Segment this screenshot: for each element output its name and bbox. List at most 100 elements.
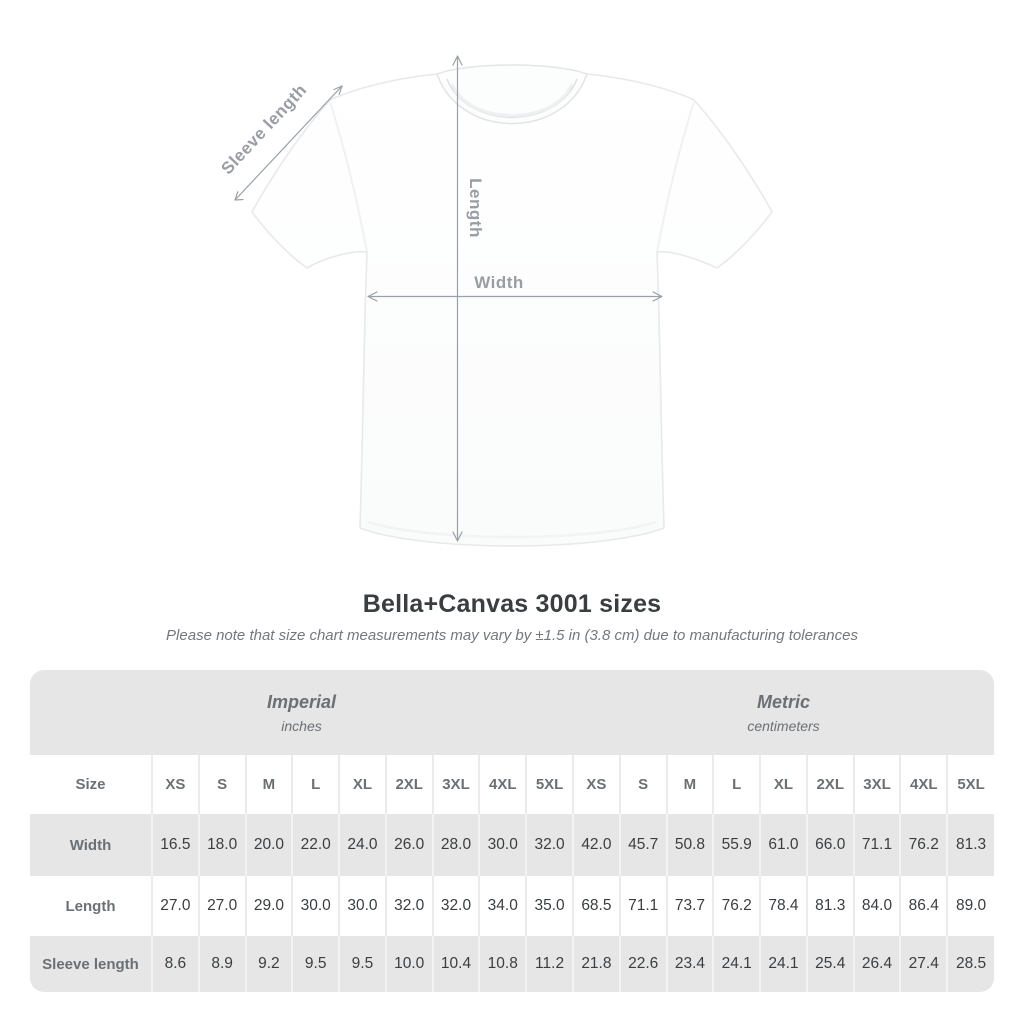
width-imperial-3xl: 28.0 <box>431 814 480 876</box>
width-imperial-4xl: 30.0 <box>478 814 527 876</box>
metric-label: Metric <box>757 691 811 712</box>
length-imperial-l: 30.0 <box>291 876 340 936</box>
size-column-header: Size <box>75 776 106 793</box>
length-imperial-m: 29.0 <box>244 876 293 936</box>
length-dimension-label: Length <box>466 178 485 238</box>
size-head-metric-s: S <box>618 755 667 814</box>
imperial-unit-label: inches <box>281 717 322 734</box>
length-metric-m: 73.7 <box>665 876 714 936</box>
tshirt-body <box>251 73 773 547</box>
page-subtitle: Please note that size chart measurements… <box>166 627 858 644</box>
width-imperial-5xl: 32.0 <box>525 814 574 876</box>
sleeve-imperial-5xl: 11.2 <box>525 936 574 992</box>
width-imperial-m: 20.0 <box>244 814 293 876</box>
size-head-imperial-s: S <box>197 755 246 814</box>
width-row-label: Width <box>30 814 152 876</box>
length-imperial-2xl: 32.0 <box>384 876 433 936</box>
tshirt-illustration: Length Width Sleeve length <box>217 55 773 547</box>
size-head-imperial-xs: XS <box>151 755 199 814</box>
width-metric-xs: 42.0 <box>572 814 620 876</box>
size-head-imperial-2xl: 2XL <box>384 755 433 814</box>
page-title: Bella+Canvas 3001 sizes <box>362 590 662 618</box>
width-imperial-xs: 16.5 <box>151 814 199 876</box>
length-row-label: Length <box>65 897 116 915</box>
width-metric-l: 55.9 <box>712 814 761 876</box>
unit-group-row: Imperial inches Metric centimeters <box>30 670 994 755</box>
sleeve-imperial-xl: 9.5 <box>338 936 386 992</box>
length-imperial-s: 27.0 <box>197 876 246 936</box>
sleeve-row-label: Sleeve length <box>30 936 152 992</box>
length-imperial-4xl: 34.0 <box>478 876 527 936</box>
width-metric-5xl: 81.3 <box>946 814 994 876</box>
sleeve-metric-xs: 21.8 <box>572 936 620 992</box>
length-imperial-xl: 30.0 <box>338 876 386 936</box>
tshirt-right-seam <box>656 101 695 253</box>
sleeve-metric-3xl: 26.4 <box>852 936 901 992</box>
metric-unit-label: centimeters <box>747 717 820 734</box>
sleeve-metric-5xl: 28.5 <box>946 936 994 992</box>
length-arrow-top <box>452 55 463 66</box>
size-head-metric-xl: XL <box>759 755 807 814</box>
size-head-metric-4xl: 4XL <box>899 755 948 814</box>
size-head-metric-xs: XS <box>572 755 620 814</box>
tshirt-collar-shadow <box>450 83 574 117</box>
length-metric-xs: 68.5 <box>572 876 620 936</box>
sleeve-imperial-4xl: 10.8 <box>478 936 527 992</box>
imperial-group-header: Imperial inches <box>30 670 574 755</box>
imperial-label: Imperial <box>266 691 337 712</box>
length-metric-4xl: 86.4 <box>899 876 948 936</box>
width-imperial-xl: 24.0 <box>338 814 386 876</box>
width-metric-m: 50.8 <box>665 814 714 876</box>
width-metric-xl: 61.0 <box>759 814 807 876</box>
width-metric-4xl: 76.2 <box>899 814 948 876</box>
sleeve-metric-l: 24.1 <box>712 936 761 992</box>
sleeve-dimension-line <box>234 85 343 201</box>
length-metric-xl: 78.4 <box>759 876 807 936</box>
size-table: Imperial inches Metric centimeters Size … <box>30 670 994 992</box>
sleeve-arrow-top <box>333 85 343 95</box>
size-head-imperial-l: L <box>291 755 340 814</box>
sleeve-metric-xl: 24.1 <box>759 936 807 992</box>
metric-group-header: Metric centimeters <box>573 670 994 755</box>
tshirt-hem-shadow <box>367 520 657 539</box>
size-head-imperial-3xl: 3XL <box>431 755 480 814</box>
size-head-imperial-xl: XL <box>338 755 386 814</box>
width-metric-s: 45.7 <box>618 814 667 876</box>
length-arrow-bottom <box>452 531 463 542</box>
tshirt-left-seam <box>329 101 368 253</box>
length-imperial-5xl: 35.0 <box>525 876 574 936</box>
sleeve-metric-s: 22.6 <box>618 936 667 992</box>
size-head-imperial-m: M <box>244 755 293 814</box>
sleeve-metric-m: 23.4 <box>665 936 714 992</box>
length-metric-l: 76.2 <box>712 876 761 936</box>
title-block: Bella+Canvas 3001 sizes Please note that… <box>0 590 1024 644</box>
length-imperial-3xl: 32.0 <box>431 876 480 936</box>
width-imperial-s: 18.0 <box>197 814 246 876</box>
length-metric-2xl: 81.3 <box>805 876 854 936</box>
width-arrow-right <box>652 291 663 302</box>
sleeve-imperial-2xl: 10.0 <box>384 936 433 992</box>
width-imperial-2xl: 26.0 <box>384 814 433 876</box>
size-head-metric-l: L <box>712 755 761 814</box>
size-head-imperial-5xl: 5XL <box>525 755 574 814</box>
length-imperial-xs: 27.0 <box>151 876 199 936</box>
sleeve-length-row: Sleeve length 8.6 8.9 9.2 9.5 9.5 10.0 1… <box>30 936 994 992</box>
sleeve-imperial-s: 8.9 <box>197 936 246 992</box>
size-head-metric-3xl: 3XL <box>852 755 901 814</box>
width-metric-3xl: 71.1 <box>852 814 901 876</box>
sleeve-imperial-3xl: 10.4 <box>431 936 480 992</box>
length-metric-s: 71.1 <box>618 876 667 936</box>
length-metric-5xl: 89.0 <box>946 876 994 936</box>
length-metric-3xl: 84.0 <box>852 876 901 936</box>
sleeve-imperial-m: 9.2 <box>244 936 293 992</box>
size-header-row: Size XS S M L XL 2XL 3XL 4XL 5XL XS S M … <box>30 755 994 814</box>
size-head-imperial-4xl: 4XL <box>478 755 527 814</box>
width-imperial-l: 22.0 <box>291 814 340 876</box>
width-row: Width 16.5 18.0 20.0 22.0 24.0 26.0 28.0… <box>30 814 994 876</box>
size-head-metric-2xl: 2XL <box>805 755 854 814</box>
width-dimension-label: Width <box>474 273 524 292</box>
sleeve-arrow-bottom <box>234 191 244 201</box>
sleeve-imperial-l: 9.5 <box>291 936 340 992</box>
width-arrow-left <box>367 291 378 302</box>
